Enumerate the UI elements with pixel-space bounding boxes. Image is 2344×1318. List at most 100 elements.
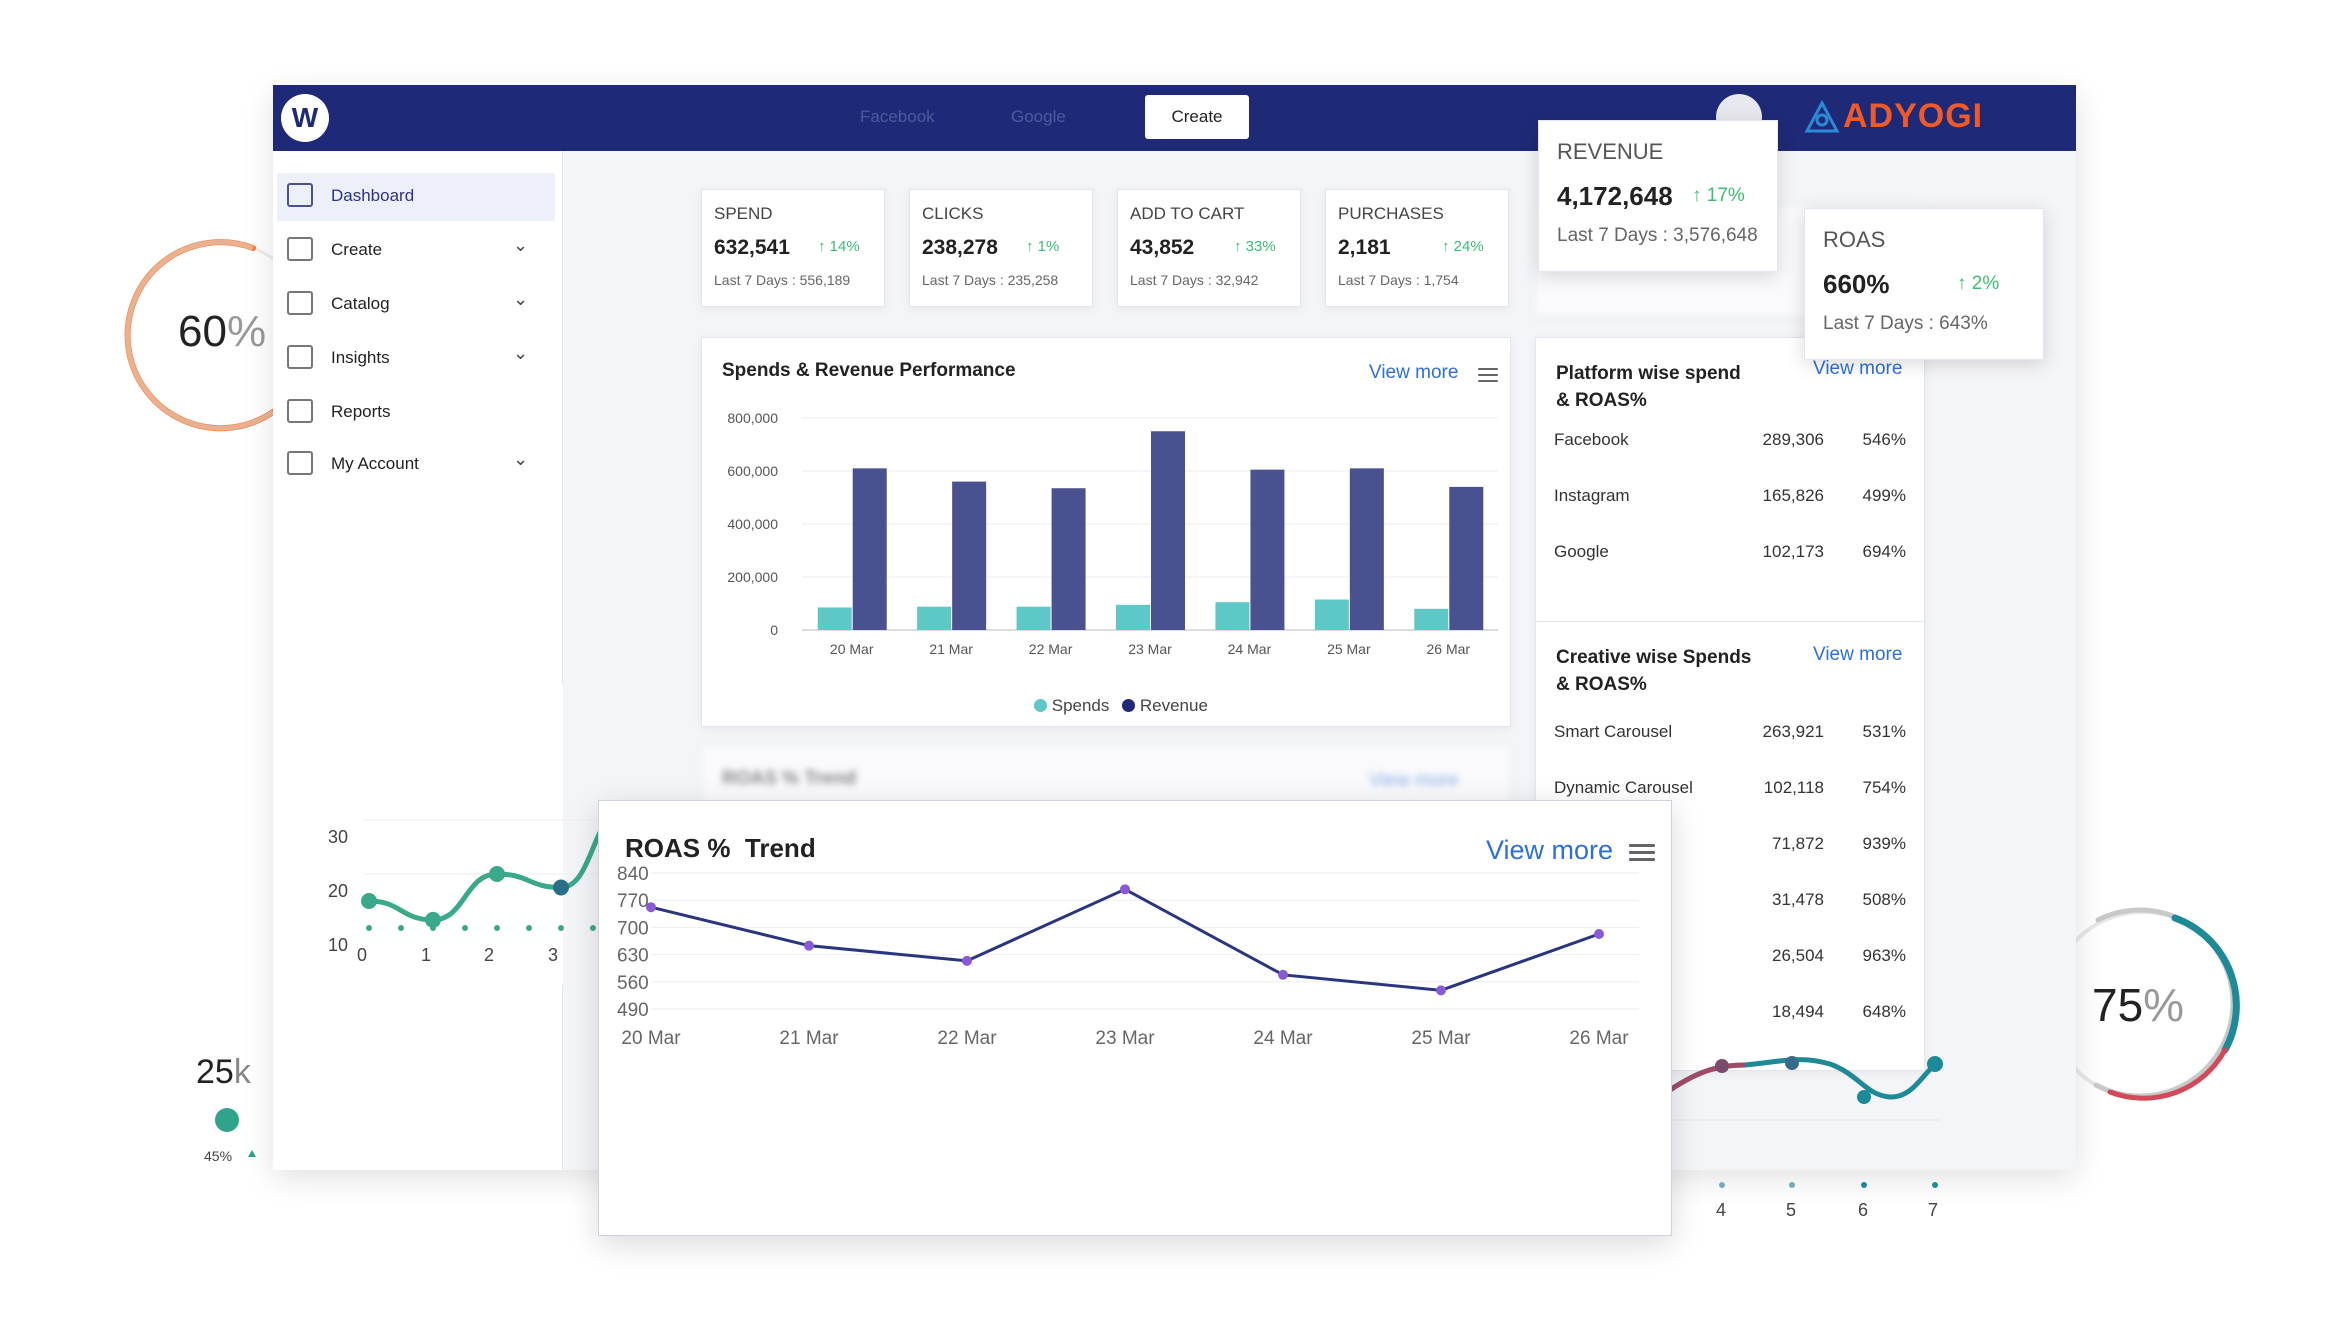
legend-revenue-label: Revenue (1139, 696, 1208, 715)
arrow-up-icon: ↑ (1234, 238, 1246, 255)
deco-y-ticks: 30 20 10 (327, 827, 348, 955)
roas-point[interactable] (1594, 929, 1604, 940)
platform-view-more[interactable]: View more (1813, 358, 1903, 379)
chevron-down-icon[interactable]: ⌄ (513, 343, 529, 363)
arrow-up-icon: ↑ (1442, 238, 1454, 255)
x-tick-label: 26 Mar (1426, 641, 1470, 657)
tab-google[interactable]: Google (1011, 107, 1066, 126)
kpi-change: ↑ 1% (1026, 238, 1060, 255)
table-row: 26,504 963% (1536, 946, 1926, 970)
bar-spends[interactable] (1215, 602, 1250, 630)
sidebar-item-catalog[interactable]: Catalog ⌄ (287, 285, 547, 323)
kpi-label: PURCHASES (1338, 204, 1444, 223)
table-row: Smart Carousel 263,921 531% (1536, 722, 1926, 746)
deco-axis-dot (590, 925, 596, 931)
sidebar-item-reports[interactable]: Reports (287, 393, 547, 431)
row-name: Google (1554, 542, 1609, 561)
bar-spends[interactable] (1414, 608, 1449, 630)
x-tick-label: 23 Mar (1095, 1028, 1155, 1049)
stat-up-arrow (248, 1150, 256, 1157)
spends-revenue-legend: Spends Revenue (1034, 696, 1208, 716)
kpi-change: ↑ 33% (1234, 238, 1276, 255)
right-deco-chart (1668, 1056, 1943, 1188)
y-tick-label: 630 (617, 946, 649, 967)
sidebar-item-my-account[interactable]: My Account ⌄ (287, 445, 547, 483)
sidebar-item-dashboard[interactable]: Dashboard (287, 177, 547, 215)
roas-point[interactable] (962, 955, 972, 966)
user-avatar[interactable]: W (281, 94, 329, 142)
chevron-down-icon[interactable]: ⌄ (513, 449, 529, 469)
roas-point[interactable] (646, 902, 656, 913)
catalog-icon (287, 291, 313, 315)
kpi-card-add-to-cart[interactable]: ADD TO CART 43,852 ↑ 33% Last 7 Days : 32,9… (1117, 189, 1301, 307)
row-roas: 499% (1862, 486, 1906, 505)
x-tick-label: 22 Mar (1029, 641, 1073, 657)
bar-revenue[interactable] (952, 481, 987, 630)
x-tick-label: 22 Mar (937, 1028, 997, 1049)
bar-spends[interactable] (817, 607, 852, 630)
edit-icon (287, 237, 313, 261)
bar-revenue[interactable] (1151, 431, 1185, 630)
bar-revenue[interactable] (1449, 486, 1484, 630)
roas-card[interactable]: ROAS 660% ↑ 2% Last 7 Days : 643% (1804, 208, 2044, 360)
roas-trend-bg-title: ROAS % Trend (722, 768, 857, 789)
bar-spends[interactable] (1116, 604, 1150, 630)
platform-card: Platform wise spend & ROAS% View more Fa… (1535, 337, 1925, 622)
y-tick-label: 840 (617, 864, 649, 885)
spends-revenue-menu-icon[interactable] (1478, 368, 1498, 382)
deco-axis-dot (558, 925, 564, 931)
revenue-card[interactable]: REVENUE 4,172,648 ↑ 17% Last 7 Days : 3,… (1538, 120, 1778, 272)
bar-revenue[interactable] (1051, 488, 1086, 630)
kpi-card-spend[interactable]: SPEND 632,541 ↑ 14% Last 7 Days : 556,189 (701, 189, 885, 307)
row-roas: 508% (1862, 890, 1906, 909)
roas-point[interactable] (1278, 969, 1288, 980)
row-roas: 963% (1862, 946, 1906, 965)
create-button[interactable]: Create (1145, 95, 1249, 139)
kpi-last7: Last 7 Days : 1,754 (1338, 272, 1459, 288)
gauge-right-red-arc (2107, 1047, 2228, 1101)
row-roas: 648% (1862, 1002, 1906, 1021)
gauge-right-teal-arc (2171, 914, 2240, 1054)
row-spend: 31,478 (1772, 890, 1824, 909)
row-roas: 754% (1862, 778, 1906, 797)
sidebar-item-label: Reports (331, 402, 391, 421)
sidebar-item-create[interactable]: Create ⌄ (287, 231, 547, 269)
roas-change: ↑ 2% (1957, 273, 2000, 294)
roas-last7: Last 7 Days : 643% (1823, 313, 1988, 334)
roas-trend-view-more[interactable]: View more (1486, 835, 1614, 865)
bar-revenue[interactable] (852, 468, 887, 630)
tab-facebook[interactable]: Facebook (860, 107, 935, 126)
bar-revenue[interactable] (1349, 468, 1384, 630)
sidebar-item-label: My Account (331, 454, 419, 473)
roas-point[interactable] (804, 940, 814, 951)
bar-spends[interactable] (1016, 606, 1051, 630)
spends-revenue-view-more[interactable]: View more (1369, 362, 1459, 383)
stat-value: 25k (196, 1053, 251, 1091)
revenue-change: ↑ 17% (1692, 185, 1745, 206)
kpi-card-purchases[interactable]: PURCHASES 2,181 ↑ 24% Last 7 Days : 1,754 (1325, 189, 1509, 307)
chevron-down-icon[interactable]: ⌄ (513, 235, 529, 255)
row-name: Facebook (1554, 430, 1629, 449)
roas-point[interactable] (1436, 985, 1446, 996)
kpi-last7: Last 7 Days : 235,258 (922, 272, 1059, 288)
revenue-label: REVENUE (1557, 139, 1664, 164)
x-tick-label: 20 Mar (621, 1028, 681, 1049)
row-spend: 102,118 (1763, 778, 1824, 797)
creative-view-more[interactable]: View more (1813, 644, 1903, 665)
row-spend: 102,173 (1762, 542, 1824, 561)
bar-revenue[interactable] (1250, 469, 1285, 630)
bar-spends[interactable] (917, 606, 952, 630)
x-tick-label: 25 Mar (1327, 641, 1371, 657)
kpi-card-clicks[interactable]: CLICKS 238,278 ↑ 1% Last 7 Days : 235,258 (909, 189, 1093, 307)
sidebar-item-insights[interactable]: Insights ⌄ (287, 339, 547, 377)
chevron-down-icon[interactable]: ⌄ (513, 289, 529, 309)
roas-trend-title: ROAS % Trend (625, 833, 816, 863)
bar-spends[interactable] (1314, 599, 1349, 630)
brand-logo-icon (1804, 99, 1840, 133)
roas-trend-chart: 840 770 700 630 560 490 20 Mar 21 Mar 22 Mar 23 M… (617, 864, 1639, 1049)
roas-point[interactable] (1120, 884, 1130, 895)
roas-trend-menu-icon[interactable] (1629, 844, 1655, 861)
y-tick-label: 400,000 (727, 516, 778, 532)
legend-spends-label: Spends (1051, 696, 1110, 715)
arrow-up-icon: ↑ (1957, 273, 1967, 294)
